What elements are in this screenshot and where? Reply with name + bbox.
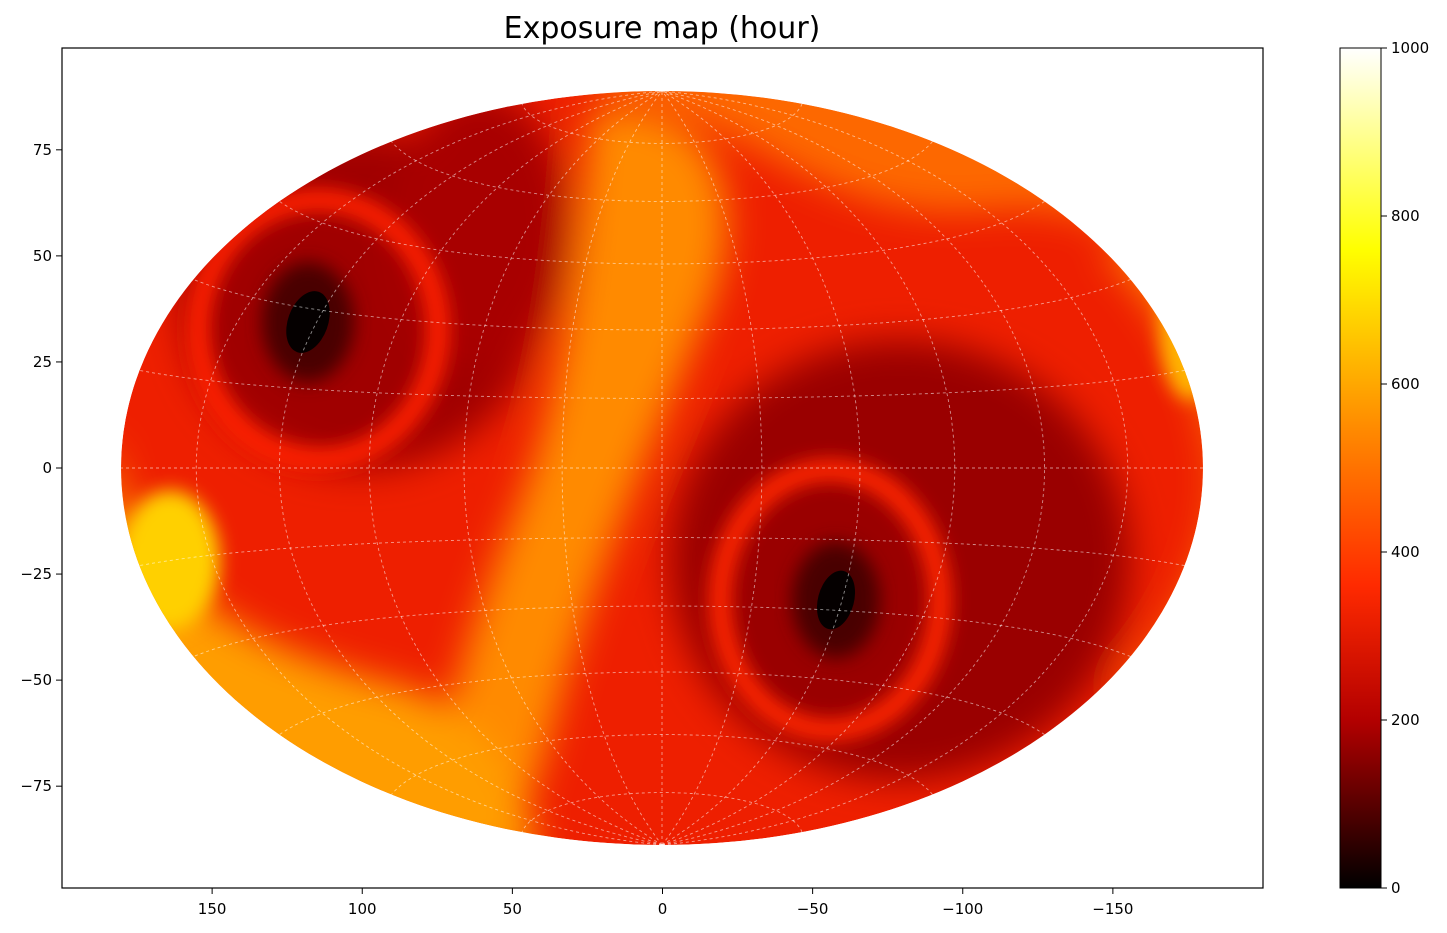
colorbar-tick-label: 600 — [1391, 375, 1420, 393]
colorbar-tick-label: 1000 — [1391, 39, 1429, 57]
colorbar-tick-label: 0 — [1391, 879, 1401, 897]
colorbar-tick-label: 400 — [1391, 543, 1420, 561]
y-tick-label: 50 — [33, 247, 52, 265]
exposure-diagonal-band — [420, 109, 728, 845]
graticule — [121, 91, 1203, 845]
parallel-line — [139, 537, 1185, 567]
x-tick-label: 100 — [348, 900, 377, 918]
y-tick-label: 0 — [42, 459, 52, 477]
ring-nw — [187, 189, 449, 471]
parallel-line — [193, 605, 1131, 657]
x-tick-label: 150 — [198, 900, 227, 918]
parallel-line — [521, 792, 803, 833]
colorbar-tick-label: 200 — [1391, 711, 1420, 729]
parallel-line — [521, 103, 803, 144]
x-tick-label: −150 — [1092, 900, 1133, 918]
y-tick-label: −50 — [20, 671, 52, 689]
y-tick-label: −25 — [20, 565, 52, 583]
y-tick-label: 75 — [33, 141, 52, 159]
colorbar: 0 200 400 600 800 1000 — [1339, 39, 1429, 897]
parallel-line — [279, 201, 1045, 265]
y-tick-label: −75 — [20, 777, 52, 795]
meridian-line — [661, 91, 763, 845]
parallel-line — [391, 141, 933, 202]
x-tick-label: 0 — [658, 900, 668, 918]
parallel-line — [139, 369, 1185, 399]
y-axis: 75 50 25 0 −25 −50 −75 — [20, 141, 62, 795]
parallel-line — [193, 279, 1131, 331]
colorbar-gradient — [1339, 47, 1382, 889]
colorbar-tick-label: 800 — [1391, 207, 1420, 225]
x-axis: 150 100 50 0 −50 −100 −150 — [198, 888, 1133, 918]
meridian-line — [561, 91, 663, 845]
chart-title: Exposure map (hour) — [504, 11, 821, 46]
sky-map — [121, 91, 1203, 845]
x-tick-label: −50 — [797, 900, 829, 918]
parallel-line — [391, 734, 933, 795]
exposure-low-se — [670, 340, 1130, 780]
x-tick-label: 50 — [503, 900, 522, 918]
minimum-nw-core — [286, 291, 330, 353]
colorbar-ticks: 0 200 400 600 800 1000 — [1381, 39, 1429, 897]
y-tick-label: 25 — [33, 353, 52, 371]
exposure-peak-east — [1160, 260, 1203, 400]
x-tick-label: −100 — [942, 900, 983, 918]
parallel-line — [279, 671, 1045, 735]
exposure-peak-west — [121, 490, 220, 630]
ring-se — [709, 459, 951, 741]
